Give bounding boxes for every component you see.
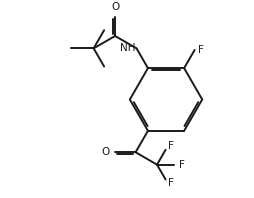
Text: O: O (102, 147, 110, 157)
Text: F: F (168, 141, 174, 151)
Text: F: F (198, 45, 204, 55)
Text: F: F (168, 178, 174, 188)
Text: O: O (111, 2, 119, 12)
Text: NH: NH (120, 43, 136, 53)
Text: F: F (179, 160, 185, 170)
